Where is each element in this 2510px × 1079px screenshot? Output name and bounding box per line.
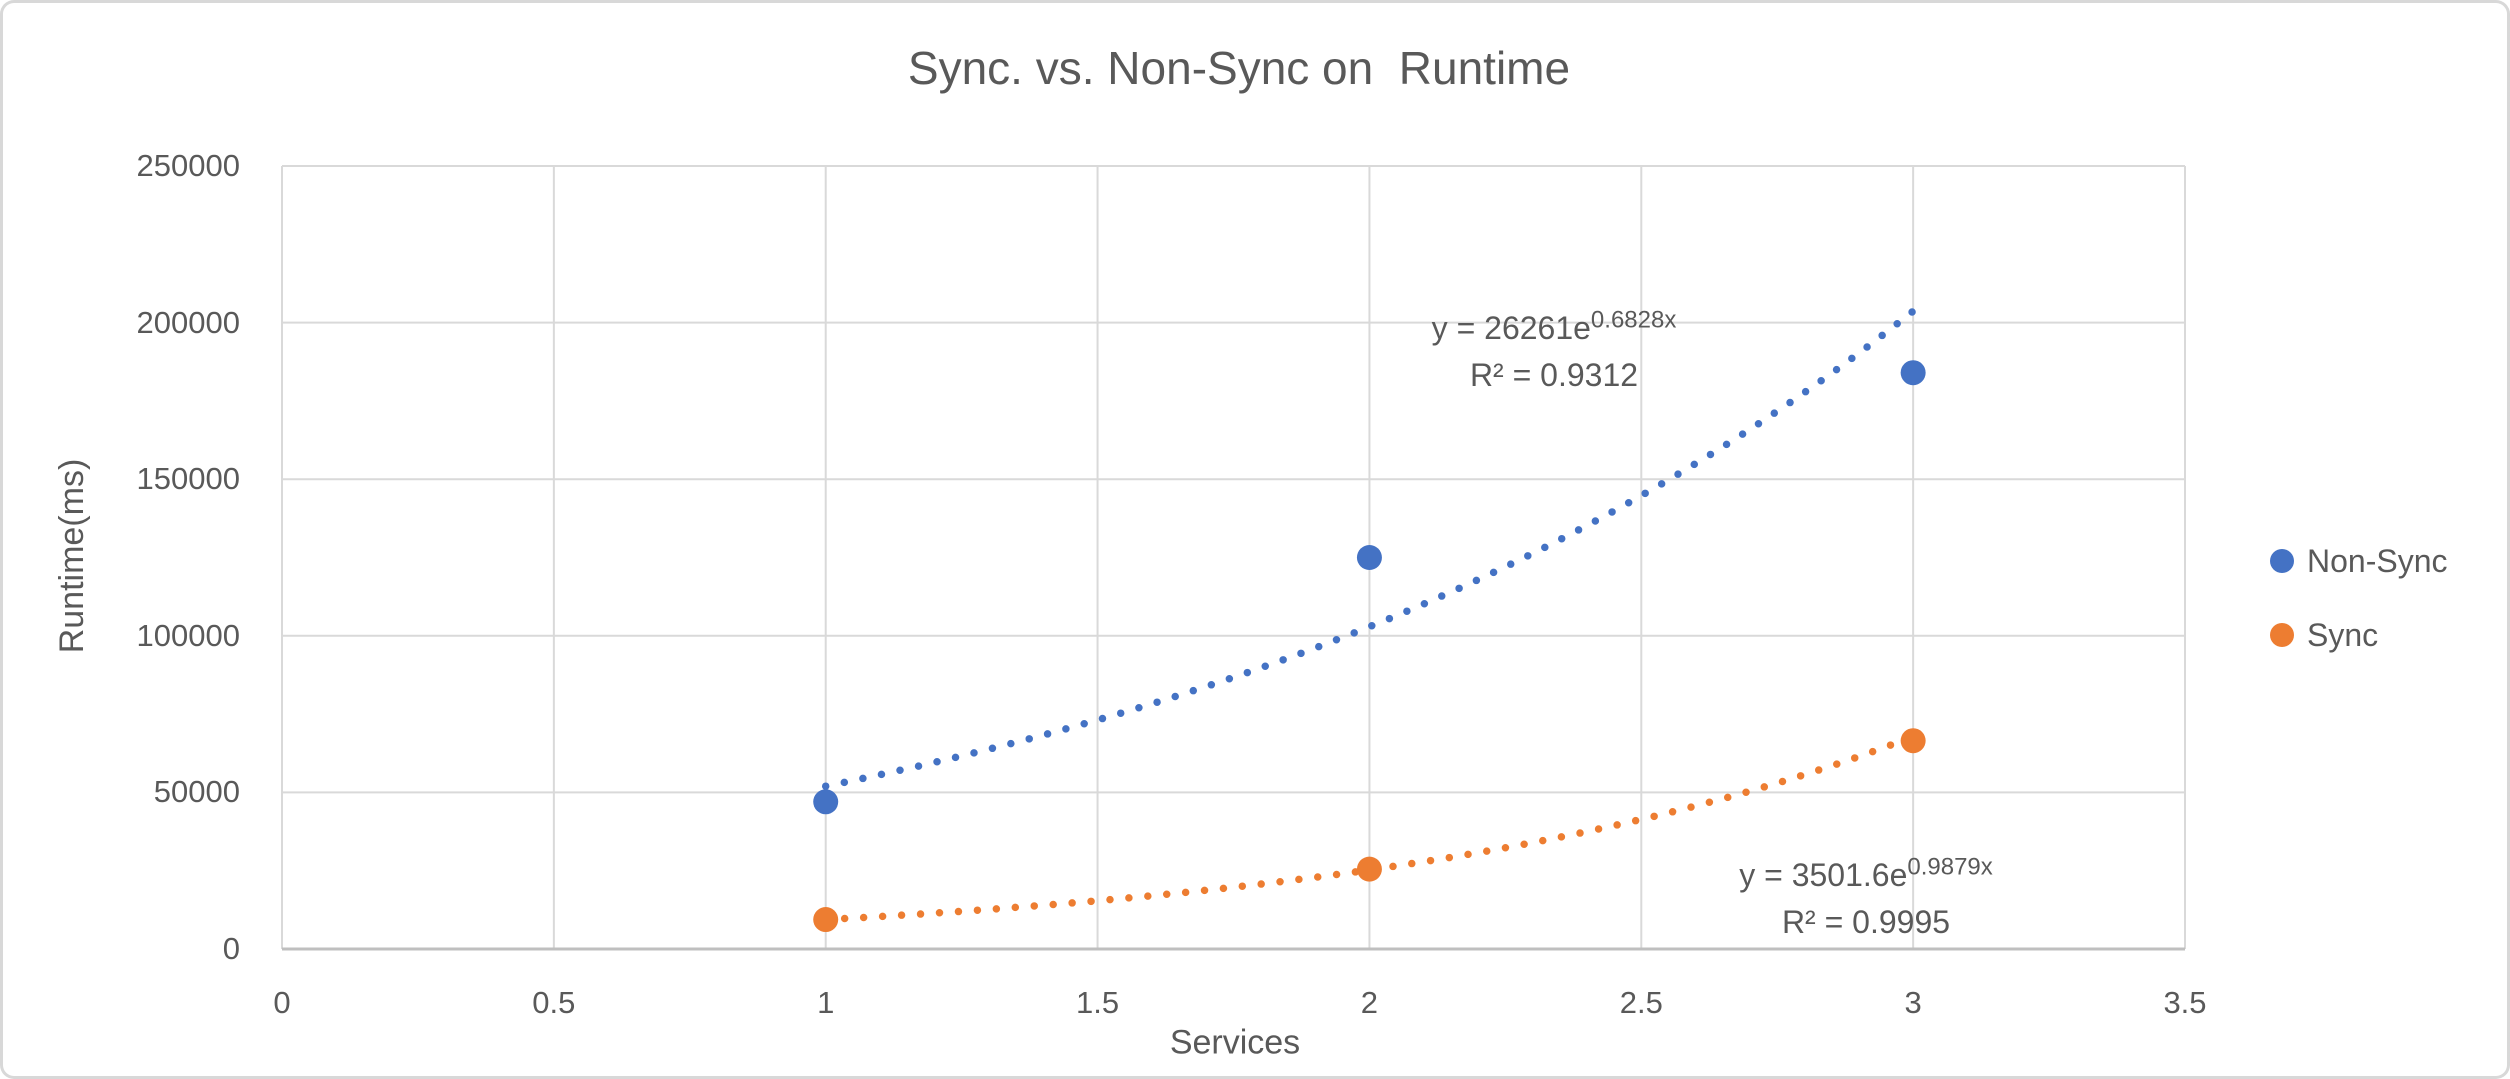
x-tick-label: 1 bbox=[817, 985, 835, 1020]
legend: Non-Sync Sync bbox=[2270, 541, 2448, 655]
x-tick-label: 0.5 bbox=[532, 985, 576, 1020]
data-point-non-sync-x2[interactable] bbox=[1356, 545, 1382, 570]
y-tick-label: 50000 bbox=[153, 774, 240, 810]
y-tick-label: 200000 bbox=[136, 304, 240, 340]
trendline-dotted-non-sync[interactable] bbox=[821, 298, 1928, 790]
data-point-non-sync-x1[interactable] bbox=[813, 789, 839, 815]
data-point-sync-x3[interactable] bbox=[1900, 728, 1926, 754]
r-squared-label: R² = 0.9312 bbox=[1469, 357, 1639, 393]
legend-label: Sync bbox=[2307, 616, 2379, 653]
trend-equation: y = 26261e0.6828x bbox=[1431, 306, 1677, 346]
legend-item-sync[interactable]: Sync bbox=[2270, 615, 2448, 655]
legend-marker-circle-icon bbox=[2270, 549, 2294, 573]
data-point-sync-x2[interactable] bbox=[1356, 856, 1382, 882]
legend-marker-circle-icon bbox=[2270, 623, 2294, 647]
r-squared-label: R² = 0.9995 bbox=[1781, 904, 1951, 940]
legend-label: Non-Sync bbox=[2307, 542, 2448, 579]
trendline-annotation-non-sync: y = 26261e0.6828x R² = 0.9312 bbox=[1432, 305, 1677, 399]
data-point-sync-x1[interactable] bbox=[813, 907, 839, 933]
x-tick-label: 2 bbox=[1360, 985, 1379, 1020]
trendline-annotation-sync: y = 3501.6e0.9879x R² = 0.9995 bbox=[1739, 852, 1993, 946]
x-axis-title: Services bbox=[1169, 1023, 1301, 1062]
data-point-non-sync-x3[interactable] bbox=[1900, 360, 1926, 386]
x-tick-label: 3.5 bbox=[2163, 985, 2207, 1020]
x-tick-label: 3 bbox=[1904, 985, 1922, 1020]
x-tick-label: 1.5 bbox=[1076, 985, 1120, 1020]
x-tick-label: 0 bbox=[273, 985, 291, 1020]
y-tick-label: 0 bbox=[222, 931, 240, 966]
legend-item-non-sync[interactable]: Non-Sync bbox=[2270, 541, 2448, 581]
y-tick-label: 250000 bbox=[136, 148, 240, 183]
trend-equation: y = 3501.6e0.9879x bbox=[1739, 853, 1993, 893]
chart-title: Sync. vs. Non-Sync on Runtime bbox=[907, 42, 1571, 94]
y-tick-label: 150000 bbox=[136, 461, 240, 497]
x-tick-label: 2.5 bbox=[1619, 985, 1663, 1020]
y-tick-label: 100000 bbox=[136, 617, 240, 653]
